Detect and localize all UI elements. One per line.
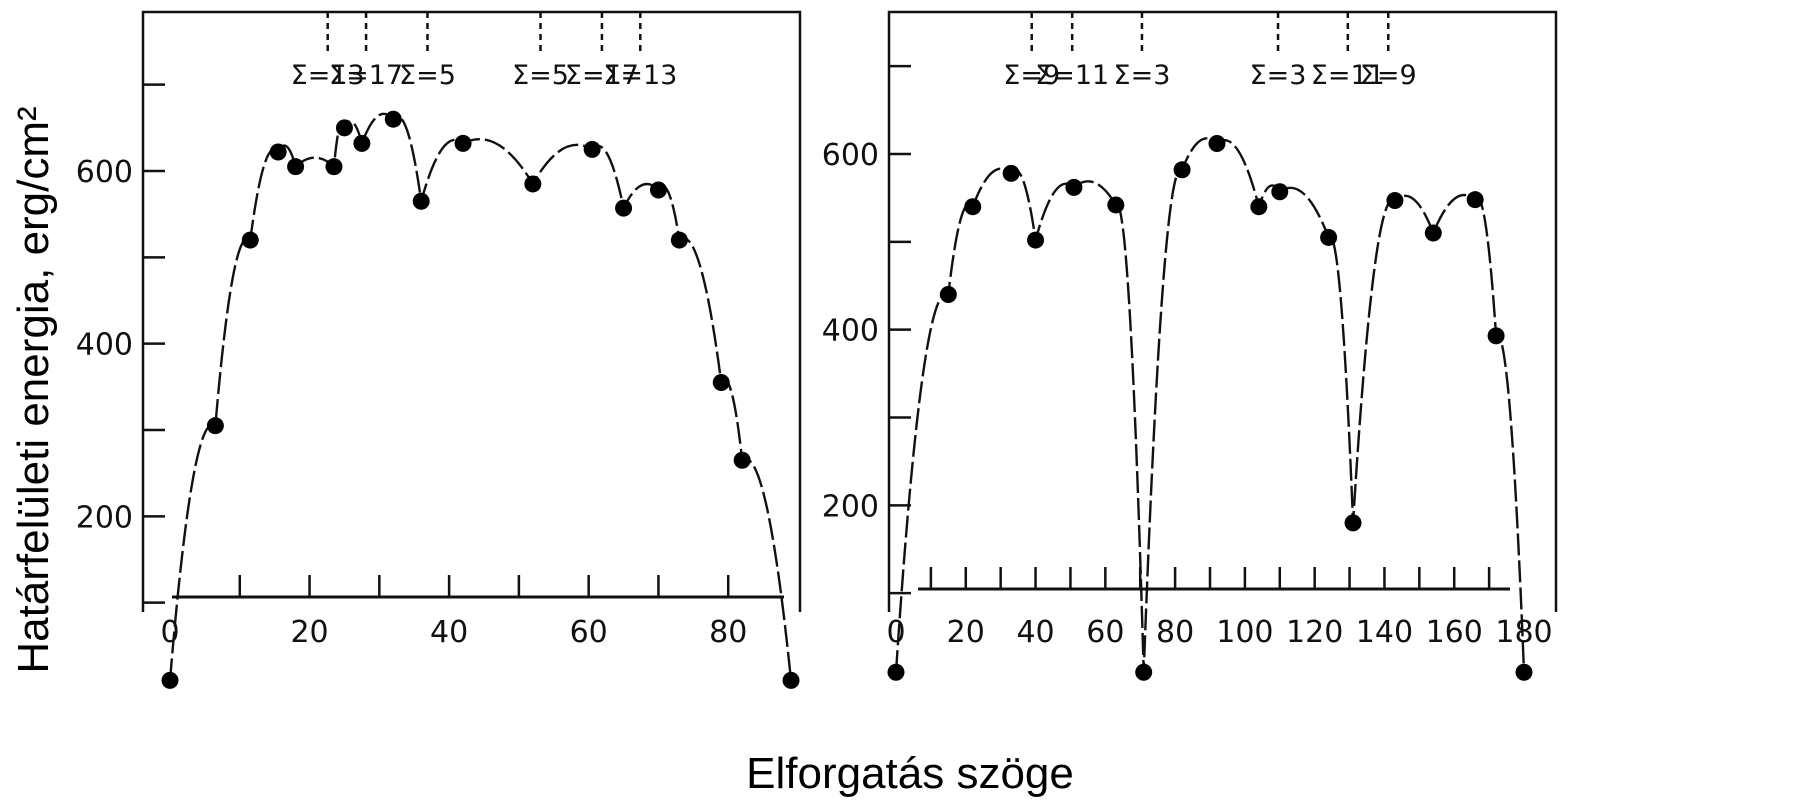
y-tick-label: 200 (76, 500, 133, 535)
data-point (712, 374, 730, 392)
data-point (782, 671, 800, 689)
energy-curve (894, 137, 1526, 673)
sigma-label: Σ=11 (1311, 60, 1385, 91)
data-point (384, 110, 402, 128)
data-point (939, 286, 957, 304)
x-tick-label: 140 (1356, 615, 1413, 650)
data-point (524, 175, 542, 193)
data-point (1344, 514, 1362, 532)
data-point (1250, 198, 1268, 216)
data-point (1208, 134, 1226, 152)
data-point (1135, 663, 1153, 681)
y-axis-title: Határfelületi energia, erg/cm² (9, 106, 58, 673)
data-point (1466, 191, 1484, 209)
chart-frame (141, 10, 802, 612)
data-point (353, 134, 371, 152)
sigma-label: Σ=9 (1003, 60, 1060, 91)
data-point (1487, 327, 1505, 345)
data-point (583, 140, 601, 158)
data-point (287, 158, 305, 176)
data-point (412, 192, 430, 210)
x-tick-label: 40 (1016, 615, 1054, 650)
y-tick-label: 200 (822, 489, 879, 524)
sigma-label: Σ=13 (603, 60, 677, 91)
data-point (1107, 196, 1125, 214)
x-tick-label: 0 (886, 615, 905, 650)
x-tick-label: 0 (160, 615, 179, 650)
sigma-label: Σ=9 (1360, 60, 1417, 91)
data-point (1173, 161, 1191, 179)
x-tick-label: 160 (1426, 615, 1483, 650)
data-point (241, 231, 259, 249)
x-tick-label: 80 (1156, 615, 1194, 650)
sigma-label: Σ=17 (565, 60, 639, 91)
data-point (325, 158, 343, 176)
data-point (670, 231, 688, 249)
x-tick-label: 20 (290, 615, 328, 650)
x-tick-label: 20 (947, 615, 985, 650)
data-point (206, 417, 224, 435)
data-point (1065, 178, 1083, 196)
y-tick-label: 400 (76, 328, 133, 363)
data-point (269, 143, 287, 161)
data-point (1027, 231, 1045, 249)
sigma-label: Σ=13 (291, 60, 365, 91)
x-tick-label: 80 (709, 615, 747, 650)
x-tick-label: 60 (570, 615, 608, 650)
x-tick-label: 100 (1216, 615, 1273, 650)
x-axis-title: Elforgatás szöge (746, 749, 1074, 798)
x-tick-label: 60 (1086, 615, 1124, 650)
data-point (1386, 192, 1404, 210)
sigma-label: Σ=3 (1250, 60, 1307, 91)
data-point (1424, 224, 1442, 242)
sigma-label: Σ=5 (512, 60, 569, 91)
x-tick-label: 40 (430, 615, 468, 650)
data-point (335, 119, 353, 137)
data-point (964, 198, 982, 216)
data-point (1320, 228, 1338, 246)
data-point (1271, 183, 1289, 201)
data-point (1515, 663, 1533, 681)
data-point (733, 451, 751, 469)
y-tick-label: 400 (822, 314, 879, 349)
data-point (649, 181, 667, 199)
data-point (1002, 164, 1020, 182)
x-tick-label: 120 (1286, 615, 1343, 650)
data-point (615, 199, 633, 217)
data-point (887, 663, 905, 681)
data-point (454, 134, 472, 152)
chart-frame (887, 10, 1558, 612)
sigma-label: Σ=5 (399, 60, 456, 91)
y-tick-label: 600 (822, 138, 879, 173)
sigma-label: Σ=3 (1114, 60, 1171, 91)
sigma-label: Σ=11 (1035, 60, 1109, 91)
y-tick-label: 600 (76, 155, 133, 190)
right-chart-panel: 0 20 40 60 80 100 120 140 160 180200400600Σ=9Σ=11… (822, 10, 1558, 681)
energy-curve (168, 112, 793, 681)
sigma-label: Σ=17 (329, 60, 403, 91)
data-point (161, 671, 179, 689)
